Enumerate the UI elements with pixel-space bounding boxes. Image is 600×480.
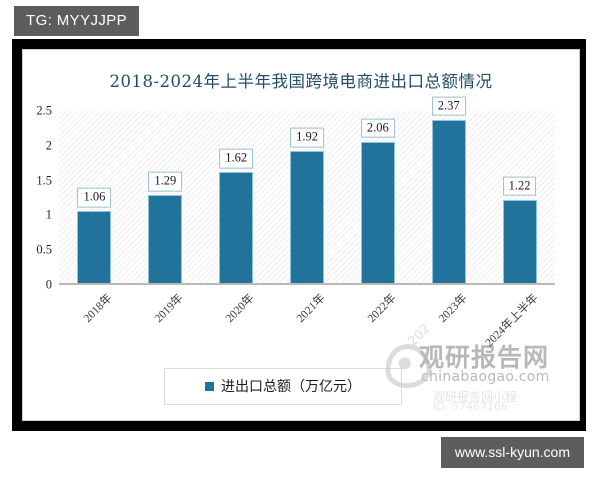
- y-axis-tick: 1.5: [36, 173, 52, 188]
- bar-value-label: 2.37: [431, 96, 466, 117]
- bar-value-label: 1.22: [502, 176, 537, 197]
- watermark: 202 观研报告网 chinabaogao.com 观研报告网小程 ID: 57…: [382, 321, 565, 413]
- bar[interactable]: [360, 141, 395, 285]
- x-axis-tick: 2019年: [153, 292, 186, 326]
- bar[interactable]: [502, 200, 537, 285]
- x-axis-tick: 2023年: [436, 292, 470, 326]
- bar[interactable]: [77, 211, 112, 285]
- x-axis-tick: 2021年: [294, 292, 328, 326]
- bar[interactable]: [290, 151, 324, 285]
- y-axis-tick: 0: [45, 277, 52, 292]
- watermark-sub-line-2: ID: 57467166: [433, 400, 508, 413]
- x-axis-tick: 2020年: [223, 292, 257, 326]
- bar-value-label: 1.29: [148, 171, 183, 192]
- site-tag: www.ssl-kyun.com: [440, 437, 584, 468]
- y-axis-tick: 2: [45, 138, 52, 153]
- x-axis-tick: 2018年: [82, 292, 116, 326]
- bar-value-label: 2.06: [360, 118, 395, 138]
- x-axis-tick: 2024年上半年: [482, 292, 541, 350]
- y-axis-tick: 1: [45, 207, 52, 222]
- bar-value-label: 1.92: [290, 127, 324, 148]
- watermark-sub-line-1: 观研报告网小程: [433, 390, 518, 404]
- legend-label: 进出口总额（万亿元）: [221, 379, 361, 395]
- legend-swatch: [205, 381, 214, 391]
- watermark-diagonal-text: 202: [405, 321, 434, 350]
- bar-value-label: 1.06: [77, 187, 112, 208]
- bar-value-label: 1.62: [219, 148, 254, 169]
- chart-card: 2018-2024年上半年我国跨境电商进出口总额情况 0 0.5 1 1.5 2 2.5 1…: [22, 49, 580, 421]
- watermark-url: chinabaogao.com: [421, 369, 550, 385]
- x-axis-tick: 2022年: [365, 292, 399, 326]
- bar[interactable]: [148, 195, 183, 285]
- y-axis-tick: 0.5: [36, 242, 52, 257]
- y-axis-tick: 2.5: [36, 103, 52, 118]
- tg-tag: TG: MYYJJPP: [14, 6, 140, 36]
- bar[interactable]: [219, 172, 254, 285]
- chart-legend[interactable]: 进出口总额（万亿元）: [164, 368, 402, 405]
- plot-area: 0 0.5 1 1.5 2 2.5 1.06 1.29 1.62 1.92 2.06 2.37 1.22: [36, 96, 555, 292]
- bar[interactable]: [431, 120, 466, 285]
- watermark-brand: 观研报告网: [419, 343, 550, 372]
- chart-title: 2018-2024年上半年我国跨境电商进出口总额情况: [109, 72, 493, 91]
